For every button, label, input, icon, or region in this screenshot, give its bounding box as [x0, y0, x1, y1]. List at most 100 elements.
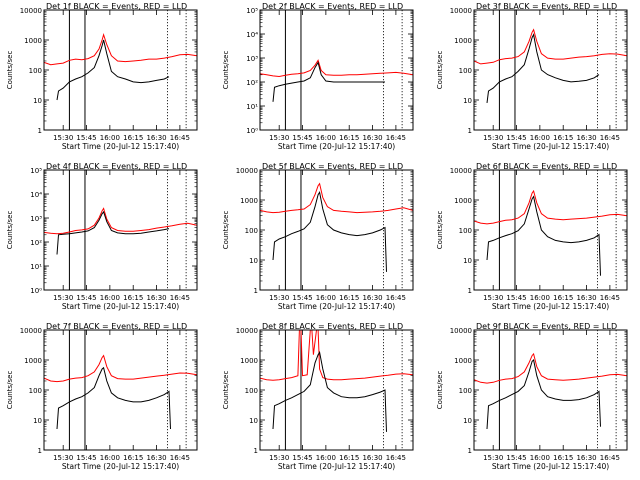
x-tick-label: 15:30	[53, 134, 73, 142]
y-tick-label: 10000	[20, 327, 42, 335]
detector-panel: Det 1f BLACK = Events, RED = LLD Counts/s…	[6, 2, 198, 151]
x-axis-label: Start Time (20-Jul-12 15:17:40)	[62, 142, 179, 151]
detector-panel: Det 7f BLACK = Events, RED = LLD Counts/s…	[6, 322, 198, 471]
x-tick-label: 16:45	[386, 134, 406, 142]
y-tick-label: 1000	[454, 197, 472, 205]
x-tick-label: 16:45	[170, 134, 190, 142]
panel-title: Det 2f BLACK = Events, RED = LLD	[262, 2, 403, 11]
y-tick-label: 10⁵	[246, 7, 258, 15]
y-tick-label: 1	[468, 287, 472, 295]
y-tick-label: 10¹	[30, 263, 42, 271]
y-tick-label: 10⁰	[246, 127, 258, 135]
events-rate-series	[272, 350, 387, 432]
y-tick-label: 1	[468, 127, 472, 135]
x-tick-label: 16:30	[362, 134, 382, 142]
events-rate-series	[486, 359, 601, 430]
x-tick-label: 16:45	[386, 294, 406, 302]
y-axis-label: Counts/sec	[6, 371, 14, 410]
plot-frame	[259, 329, 414, 451]
x-tick-label: 15:30	[269, 294, 289, 302]
y-axis-label: Counts/sec	[6, 211, 14, 250]
plot-frame	[473, 169, 628, 291]
y-tick-label: 100	[459, 387, 472, 395]
y-tick-label: 10³	[30, 215, 42, 223]
x-tick-label: 15:45	[506, 134, 526, 142]
plot-frame	[43, 329, 198, 451]
y-tick-label: 10000	[450, 167, 472, 175]
y-tick-label: 1	[38, 127, 42, 135]
y-tick-label: 10⁴	[30, 191, 42, 199]
detector-panel: Det 5f BLACK = Events, RED = LLD Counts/s…	[222, 162, 414, 311]
x-tick-label: 16:30	[146, 294, 166, 302]
y-tick-label: 1	[468, 447, 472, 455]
y-tick-label: 1000	[454, 357, 472, 365]
events-rate-series	[56, 210, 170, 255]
x-tick-label: 16:30	[576, 134, 596, 142]
y-tick-label: 10	[33, 417, 42, 425]
y-tick-label: 10	[463, 417, 472, 425]
y-tick-label: 10	[463, 257, 472, 265]
y-tick-label: 1000	[240, 197, 258, 205]
events-rate-series	[56, 39, 170, 101]
x-tick-label: 16:15	[123, 134, 143, 142]
x-tick-label: 15:45	[76, 454, 96, 462]
events-rate-series	[486, 195, 601, 276]
y-tick-label: 100	[29, 67, 42, 75]
y-tick-label: 10²	[246, 79, 258, 87]
x-tick-label: 16:15	[123, 294, 143, 302]
x-tick-label: 16:00	[100, 454, 120, 462]
x-tick-label: 15:45	[292, 134, 312, 142]
x-axis-label: Start Time (20-Jul-12 15:17:40)	[278, 142, 395, 151]
x-tick-label: 16:00	[316, 294, 336, 302]
x-tick-label: 16:30	[146, 134, 166, 142]
y-axis-label: Counts/sec	[436, 51, 444, 90]
x-tick-label: 15:45	[506, 294, 526, 302]
lld-rate-series	[474, 28, 627, 65]
x-tick-label: 16:00	[316, 134, 336, 142]
x-tick-label: 16:15	[123, 454, 143, 462]
y-axis-label: Counts/sec	[6, 51, 14, 90]
x-tick-label: 16:00	[316, 454, 336, 462]
x-tick-label: 15:30	[269, 454, 289, 462]
y-tick-label: 10000	[450, 327, 472, 335]
x-tick-label: 15:45	[506, 454, 526, 462]
lld-rate-series	[260, 59, 413, 78]
x-tick-label: 16:30	[362, 294, 382, 302]
y-tick-label: 10³	[246, 55, 258, 63]
panel-title: Det 3f BLACK = Events, RED = LLD	[476, 2, 617, 11]
y-tick-label: 10⁴	[246, 31, 258, 39]
y-tick-label: 10	[33, 97, 42, 105]
x-tick-label: 16:45	[600, 134, 620, 142]
y-tick-label: 10⁰	[30, 287, 42, 295]
events-rate-series	[486, 33, 600, 103]
panel-title: Det 1f BLACK = Events, RED = LLD	[46, 2, 187, 11]
y-tick-label: 1000	[454, 37, 472, 45]
x-tick-label: 15:45	[76, 134, 96, 142]
events-rate-series	[56, 366, 171, 430]
x-axis-label: Start Time (20-Jul-12 15:17:40)	[62, 462, 179, 471]
y-tick-label: 10000	[236, 327, 258, 335]
lld-rate-series	[260, 330, 413, 381]
x-tick-label: 15:30	[269, 134, 289, 142]
x-tick-label: 16:45	[600, 454, 620, 462]
x-axis-label: Start Time (20-Jul-12 15:17:40)	[492, 142, 609, 151]
x-axis-label: Start Time (20-Jul-12 15:17:40)	[278, 302, 395, 311]
x-tick-label: 16:30	[576, 294, 596, 302]
y-tick-label: 100	[459, 67, 472, 75]
x-tick-label: 16:30	[576, 454, 596, 462]
x-tick-label: 16:15	[339, 294, 359, 302]
plot-frame	[259, 169, 414, 291]
y-tick-label: 10⁵	[30, 167, 42, 175]
x-tick-label: 16:15	[553, 454, 573, 462]
x-tick-label: 16:45	[170, 454, 190, 462]
panel-title: Det 5f BLACK = Events, RED = LLD	[262, 162, 403, 171]
y-tick-label: 10	[463, 97, 472, 105]
y-tick-label: 1000	[240, 357, 258, 365]
y-tick-label: 10000	[20, 7, 42, 15]
y-axis-label: Counts/sec	[222, 371, 230, 410]
panel-title: Det 7f BLACK = Events, RED = LLD	[46, 322, 187, 331]
plot-frame	[259, 9, 414, 131]
plot-frame	[43, 9, 198, 131]
y-tick-label: 1	[38, 447, 42, 455]
lld-rate-series	[44, 207, 197, 235]
